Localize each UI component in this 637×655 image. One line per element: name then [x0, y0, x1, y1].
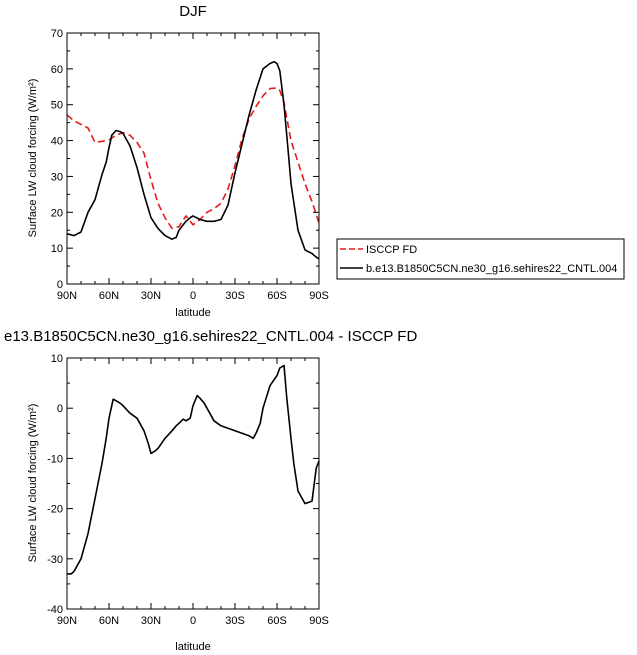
- y-tick-label: 10: [51, 353, 63, 365]
- bottom-chart-title: e13.B1850C5CN.ne30_g16.sehires22_CNTL.00…: [4, 328, 417, 345]
- y-tick-label: -30: [47, 554, 63, 566]
- y-tick-label: 60: [51, 64, 63, 76]
- x-tick-label: 30S: [225, 615, 245, 627]
- bottom-panel: e13.B1850C5CN.ne30_g16.sehires22_CNTL.00…: [4, 328, 417, 653]
- x-tick-label: 30N: [141, 290, 161, 302]
- y-tick-label: -40: [47, 604, 63, 616]
- x-tick-label: 0: [190, 290, 196, 302]
- legend: ISCCP FD b.e13.B1850C5CN.ne30_g16.sehire…: [336, 238, 625, 280]
- x-tick-label: 60N: [99, 615, 119, 627]
- x-tick-label: 60S: [267, 615, 287, 627]
- legend-label-model: b.e13.B1850C5CN.ne30_g16.sehires22_CNTL.…: [366, 263, 617, 275]
- difference-line: [67, 364, 320, 575]
- top-x-axis-label: latitude: [175, 307, 210, 319]
- x-tick-label: 90N: [57, 290, 77, 302]
- y-tick-label: 10: [51, 243, 63, 255]
- model-line: [66, 60, 320, 260]
- x-tick-label: 60S: [267, 290, 287, 302]
- y-tick-label: 0: [57, 403, 63, 415]
- legend-label-isccp: ISCCP FD: [366, 244, 417, 256]
- x-tick-label: 90N: [57, 615, 77, 627]
- top-chart-title: DJF: [179, 3, 207, 20]
- x-tick-label: 30N: [141, 615, 161, 627]
- x-tick-label: 90S: [309, 615, 329, 627]
- bottom-plot-frame: [66, 357, 320, 610]
- y-tick-label: 30: [51, 171, 63, 183]
- x-tick-label: 90S: [309, 290, 329, 302]
- x-tick-label: 30S: [225, 290, 245, 302]
- y-tick-label: 40: [51, 136, 63, 148]
- y-tick-label: 20: [51, 207, 63, 219]
- bottom-y-axis-label: Surface LW cloud forcing (W/m²): [27, 404, 39, 563]
- top-y-axis-label: Surface LW cloud forcing (W/m²): [27, 79, 39, 238]
- legend-box: [336, 238, 625, 280]
- x-tick-label: 0: [190, 615, 196, 627]
- y-tick-label: -10: [47, 453, 63, 465]
- y-tick-label: 50: [51, 100, 63, 112]
- y-tick-label: -20: [47, 504, 63, 516]
- isccp-fd-line: [66, 87, 320, 230]
- top-plot-frame: [66, 32, 320, 285]
- bottom-x-axis-label: latitude: [175, 641, 210, 653]
- x-tick-label: 60N: [99, 290, 119, 302]
- y-tick-label: 70: [51, 28, 63, 40]
- y-tick-label: 0: [57, 279, 63, 291]
- top-panel: DJF 90N 60N 30N 0 30S 60S 90S 0 10 20 30 40 50 60 70 l…: [27, 3, 329, 319]
